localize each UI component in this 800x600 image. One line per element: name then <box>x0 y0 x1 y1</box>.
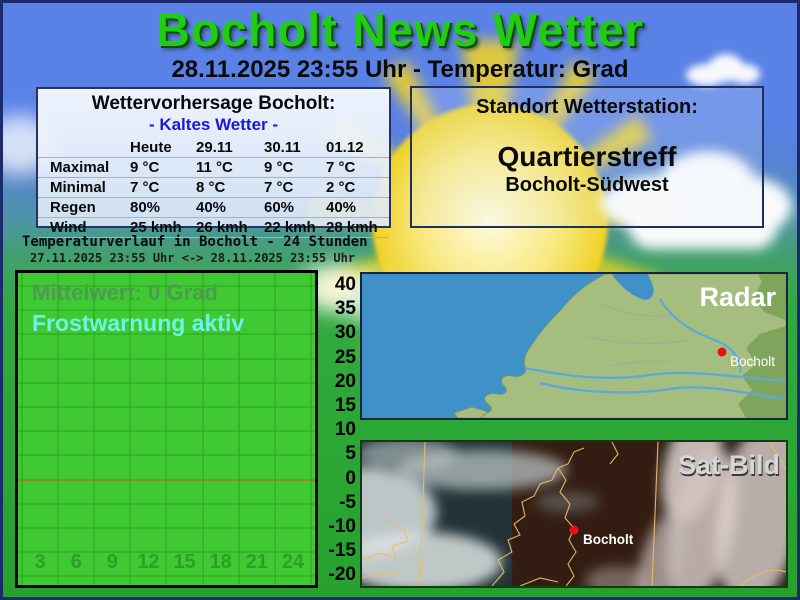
forecast-cell: 8 °C <box>196 179 226 196</box>
radar-city-label: Bocholt <box>730 354 775 369</box>
radar-island <box>453 406 489 418</box>
forecast-cell: 26 kmh <box>196 219 248 236</box>
forecast-cell: 7 °C <box>264 179 294 196</box>
forecast-cell: 80% <box>130 199 161 216</box>
x-tick-label: 9 <box>106 551 118 573</box>
x-tick-label: 12 <box>137 551 160 573</box>
cloud-icon <box>592 143 797 261</box>
y-tick-label: 40 <box>334 274 356 295</box>
y-axis: 40 35 30 25 20 15 10 5 0 -5 -10 -15 -20 <box>320 273 356 585</box>
sat-country-borders <box>362 442 786 586</box>
y-tick-label: 15 <box>334 395 356 416</box>
station-name: Quartierstreff <box>497 141 677 172</box>
chart-mean-annotation: Mittelwert: 0 Grad <box>32 280 218 305</box>
column-header: 29.11 <box>196 139 233 156</box>
x-tick-label: 18 <box>209 551 232 573</box>
forecast-cell: 60% <box>264 199 295 216</box>
forecast-row-minimal: Minimal 7 °C 8 °C 7 °C 2 °C <box>38 178 389 198</box>
radar-city-marker <box>717 347 727 357</box>
radar-region-dark <box>738 326 786 418</box>
row-label: Maximal <box>50 159 110 176</box>
row-label: Wind <box>50 219 87 236</box>
y-tick-label: 20 <box>334 371 356 392</box>
chart-subtitle: 27.11.2025 23:55 Uhr <-> 28.11.2025 23:5… <box>30 251 356 265</box>
x-tick-label: 21 <box>245 551 268 573</box>
station-panel: Standort Wetterstation: Quartierstreff B… <box>410 86 764 228</box>
sat-clouds <box>362 442 786 586</box>
page-title: Bocholt News Wetter <box>155 3 645 56</box>
forecast-cell: 9 °C <box>264 159 294 176</box>
y-tick-label: 25 <box>334 347 356 368</box>
column-header: 30.11 <box>264 139 301 156</box>
temperature-chart: Mittelwert: 0 Grad Frostwarnung aktiv 3 … <box>15 270 318 588</box>
y-tick-label: -5 <box>339 492 356 513</box>
radar-label: Radar <box>699 282 776 312</box>
sat-image: Bocholt Sat-Bild Sat-Bild <box>360 440 788 588</box>
forecast-cell: 11 °C <box>196 159 233 176</box>
sat-label-shadow: Sat-Bild <box>679 452 781 482</box>
radar-land <box>469 274 786 418</box>
y-tick-label: 30 <box>334 322 356 343</box>
station-title: Standort Wetterstation: <box>476 96 698 118</box>
sat-city-marker <box>569 525 579 535</box>
column-header: 01.12 <box>326 139 364 156</box>
sat-label: Sat-Bild <box>678 450 780 480</box>
row-label: Minimal <box>50 179 106 196</box>
radar-ijsselmeer <box>612 274 654 300</box>
y-tick-label: 10 <box>334 419 356 440</box>
forecast-row-maximal: Maximal 9 °C 11 °C 9 °C 7 °C <box>38 158 389 178</box>
y-tick-label: 5 <box>345 443 356 464</box>
y-tick-label: 0 <box>345 468 356 489</box>
chart-title: Temperaturverlauf in Bocholt - 24 Stunde… <box>22 234 368 250</box>
y-tick-label: 35 <box>334 298 356 319</box>
forecast-cell: 7 °C <box>326 159 356 176</box>
column-header: Heute <box>130 139 172 156</box>
forecast-cell: 40% <box>326 199 357 216</box>
cloud-icon <box>686 52 762 90</box>
forecast-cell: 9 °C <box>130 159 160 176</box>
forecast-cell: 25 kmh <box>130 219 182 236</box>
radar-map: Bocholt Radar <box>360 272 788 420</box>
forecast-row-regen: Regen 80% 40% 60% 40% <box>38 198 389 218</box>
radar-province-borders <box>579 301 691 367</box>
forecast-cell: 7 °C <box>130 179 160 196</box>
radar-rivers <box>524 298 786 401</box>
row-label: Regen <box>50 199 96 216</box>
forecast-cell: 22 kmh <box>264 219 316 236</box>
station-district: Bocholt-Südwest <box>505 174 669 196</box>
x-axis: 3 6 9 12 15 18 21 24 <box>22 551 311 574</box>
forecast-cell: 40% <box>196 199 227 216</box>
page-subtitle: 28.11.2025 23:55 Uhr - Temperatur: Grad <box>171 56 629 83</box>
forecast-row-wind: Wind 25 kmh 26 kmh 22 kmh 28 kmh <box>38 218 389 238</box>
chart-grid <box>18 273 315 585</box>
x-tick-label: 15 <box>173 551 196 573</box>
y-tick-label: -20 <box>328 564 356 585</box>
x-tick-label: 3 <box>34 551 46 573</box>
forecast-panel: Wettervorhersage Bocholt: - Kaltes Wette… <box>36 87 391 238</box>
x-tick-label: 24 <box>281 551 305 573</box>
sat-city-label: Bocholt <box>583 532 634 547</box>
forecast-title: Wettervorhersage Bocholt: <box>91 93 336 114</box>
frost-warning-annotation: Frostwarnung aktiv <box>32 310 245 336</box>
forecast-header-row: Heute 29.11 30.11 01.12 <box>38 138 389 158</box>
forecast-cell: 2 °C <box>326 179 356 196</box>
radar-region-dark-top <box>754 274 786 320</box>
y-tick-label: -15 <box>328 540 356 561</box>
forecast-condition: - Kaltes Wetter - <box>148 115 279 134</box>
forecast-cell: 28 kmh <box>326 219 378 236</box>
x-tick-label: 6 <box>70 551 82 573</box>
y-tick-label: -10 <box>328 516 356 537</box>
